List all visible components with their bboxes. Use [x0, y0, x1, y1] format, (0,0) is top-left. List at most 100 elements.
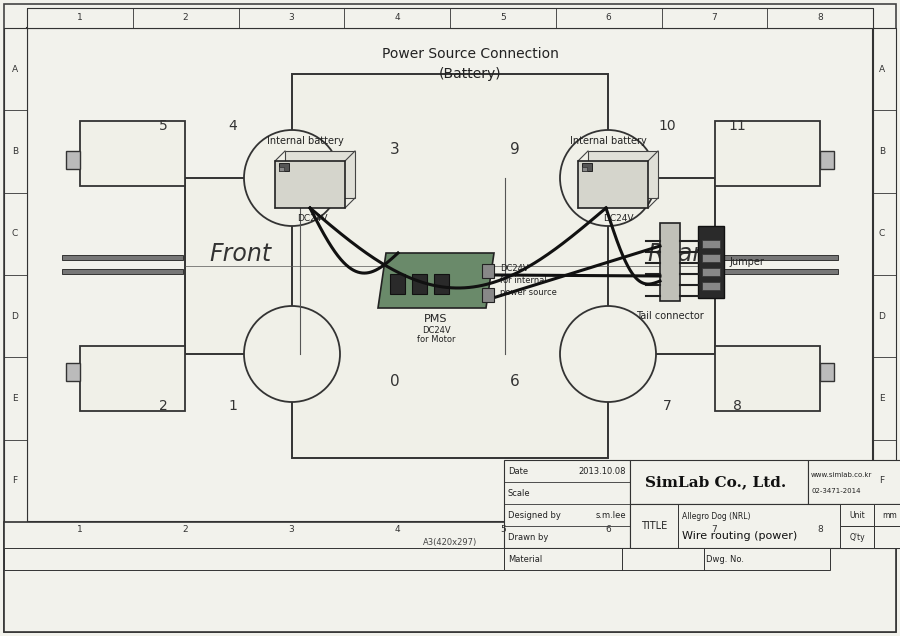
- Bar: [698, 226, 724, 298]
- Bar: [874, 504, 900, 526]
- Text: 6: 6: [606, 13, 611, 22]
- Text: mm: mm: [883, 511, 897, 520]
- Text: 10: 10: [658, 119, 676, 133]
- Bar: [630, 460, 808, 504]
- Circle shape: [244, 130, 340, 226]
- Circle shape: [560, 306, 656, 402]
- Bar: [702, 240, 720, 248]
- Text: DC24V: DC24V: [500, 264, 528, 273]
- Text: C: C: [879, 230, 885, 238]
- Bar: [582, 163, 592, 171]
- Text: for Motor: for Motor: [417, 335, 455, 344]
- Bar: [80, 346, 185, 411]
- Text: 7: 7: [712, 525, 717, 534]
- Text: SimLab Co., Ltd.: SimLab Co., Ltd.: [644, 475, 786, 489]
- Bar: [390, 274, 405, 294]
- Text: 2: 2: [183, 13, 188, 22]
- Text: F: F: [13, 476, 18, 485]
- Text: Unit: Unit: [849, 511, 865, 520]
- Bar: [4, 522, 896, 632]
- Text: Front: Front: [209, 242, 271, 266]
- Bar: [715, 121, 820, 186]
- Text: Designed by: Designed by: [508, 511, 561, 520]
- Text: F: F: [879, 476, 885, 485]
- Text: 1: 1: [77, 525, 83, 534]
- Bar: [292, 74, 608, 458]
- Text: 2: 2: [158, 399, 167, 413]
- Bar: [630, 504, 900, 548]
- Circle shape: [244, 306, 340, 402]
- Text: E: E: [879, 394, 885, 403]
- Bar: [285, 151, 355, 198]
- Bar: [27, 28, 873, 522]
- Bar: [412, 274, 427, 294]
- Bar: [702, 282, 720, 290]
- Bar: [588, 151, 658, 198]
- Bar: [702, 268, 720, 276]
- Text: Internal battery: Internal battery: [570, 136, 646, 146]
- Bar: [66, 363, 80, 381]
- Text: 6: 6: [510, 375, 520, 389]
- Text: 7: 7: [662, 399, 671, 413]
- Text: 8: 8: [817, 13, 823, 22]
- Bar: [66, 151, 80, 169]
- Text: PMS: PMS: [424, 314, 448, 324]
- Text: 02-3471-2014: 02-3471-2014: [811, 488, 860, 494]
- Text: Material: Material: [508, 555, 542, 563]
- Text: B: B: [12, 147, 18, 156]
- Text: B: B: [879, 147, 885, 156]
- Bar: [820, 363, 834, 381]
- Bar: [482, 288, 494, 302]
- Bar: [185, 178, 715, 354]
- Bar: [715, 346, 820, 411]
- Bar: [62, 255, 183, 260]
- Text: 8: 8: [733, 399, 742, 413]
- Bar: [279, 167, 284, 171]
- Text: 2013.10.08: 2013.10.08: [579, 466, 626, 476]
- Text: Date: Date: [508, 466, 528, 476]
- Text: 4: 4: [394, 525, 400, 534]
- Text: 5: 5: [500, 13, 506, 22]
- Bar: [504, 548, 830, 570]
- Text: 4: 4: [229, 119, 238, 133]
- Bar: [27, 522, 873, 535]
- Text: DC24V: DC24V: [297, 214, 328, 223]
- Bar: [279, 163, 289, 171]
- Text: Allegro Dog (NRL): Allegro Dog (NRL): [682, 512, 751, 521]
- Text: 3: 3: [390, 142, 400, 158]
- Bar: [62, 269, 183, 274]
- Text: Jumper: Jumper: [729, 257, 764, 267]
- Bar: [27, 8, 873, 28]
- Text: 4: 4: [394, 13, 400, 22]
- Bar: [873, 28, 896, 522]
- Text: A: A: [879, 65, 885, 74]
- Text: TITLE: TITLE: [641, 521, 667, 531]
- Bar: [4, 28, 27, 522]
- Text: power source: power source: [500, 288, 557, 297]
- Bar: [578, 161, 648, 208]
- Text: Scale: Scale: [508, 488, 531, 497]
- Bar: [504, 460, 630, 548]
- Bar: [660, 223, 680, 301]
- Text: 6: 6: [606, 525, 611, 534]
- Text: Internal battery: Internal battery: [266, 136, 344, 146]
- Text: 8: 8: [817, 525, 823, 534]
- Text: DC24V: DC24V: [603, 214, 634, 223]
- Text: Rear: Rear: [647, 242, 703, 266]
- Polygon shape: [378, 253, 494, 308]
- Text: 3: 3: [289, 525, 294, 534]
- Text: 2: 2: [183, 525, 188, 534]
- Text: E: E: [13, 394, 18, 403]
- Text: Q'ty: Q'ty: [850, 532, 865, 541]
- Bar: [582, 167, 587, 171]
- Bar: [717, 269, 838, 274]
- Text: DC24V: DC24V: [422, 326, 450, 335]
- Bar: [808, 460, 900, 504]
- Text: for internal: for internal: [500, 276, 547, 285]
- Text: www.simlab.co.kr: www.simlab.co.kr: [811, 473, 872, 478]
- Text: A: A: [12, 65, 18, 74]
- Bar: [434, 274, 449, 294]
- Bar: [275, 161, 345, 208]
- Circle shape: [560, 130, 656, 226]
- Bar: [702, 254, 720, 262]
